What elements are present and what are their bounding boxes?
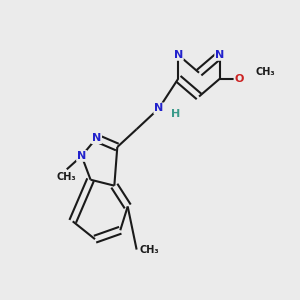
Text: N: N [154,103,164,113]
Text: N: N [174,50,183,60]
Text: CH₃: CH₃ [57,172,76,182]
Text: CH₃: CH₃ [256,67,275,77]
Text: H: H [171,109,180,119]
Text: CH₃: CH₃ [140,244,159,255]
Text: N: N [92,133,101,143]
Text: O: O [235,74,244,84]
Text: N: N [215,50,224,60]
Text: N: N [77,151,86,161]
